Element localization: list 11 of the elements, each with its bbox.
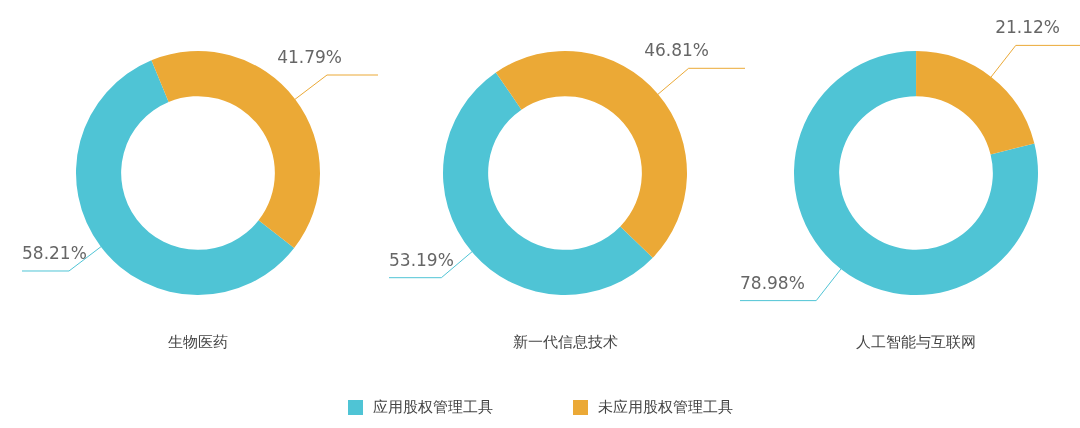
legend-label: 应用股权管理工具 [372,398,493,417]
data-label: 58.21% [22,242,87,263]
data-label: 21.12% [995,17,1060,38]
data-label: 46.81% [644,40,709,61]
data-label: 53.19% [389,249,454,270]
text: 人工智能与互联网 [855,333,977,352]
data-label: 78.98% [740,272,805,293]
data-label: 41.79% [277,46,342,67]
text: 新一代信息技术 [511,333,619,352]
legend-label: 未应用股权管理工具 [597,398,733,417]
text: 生物医药 [167,333,229,352]
